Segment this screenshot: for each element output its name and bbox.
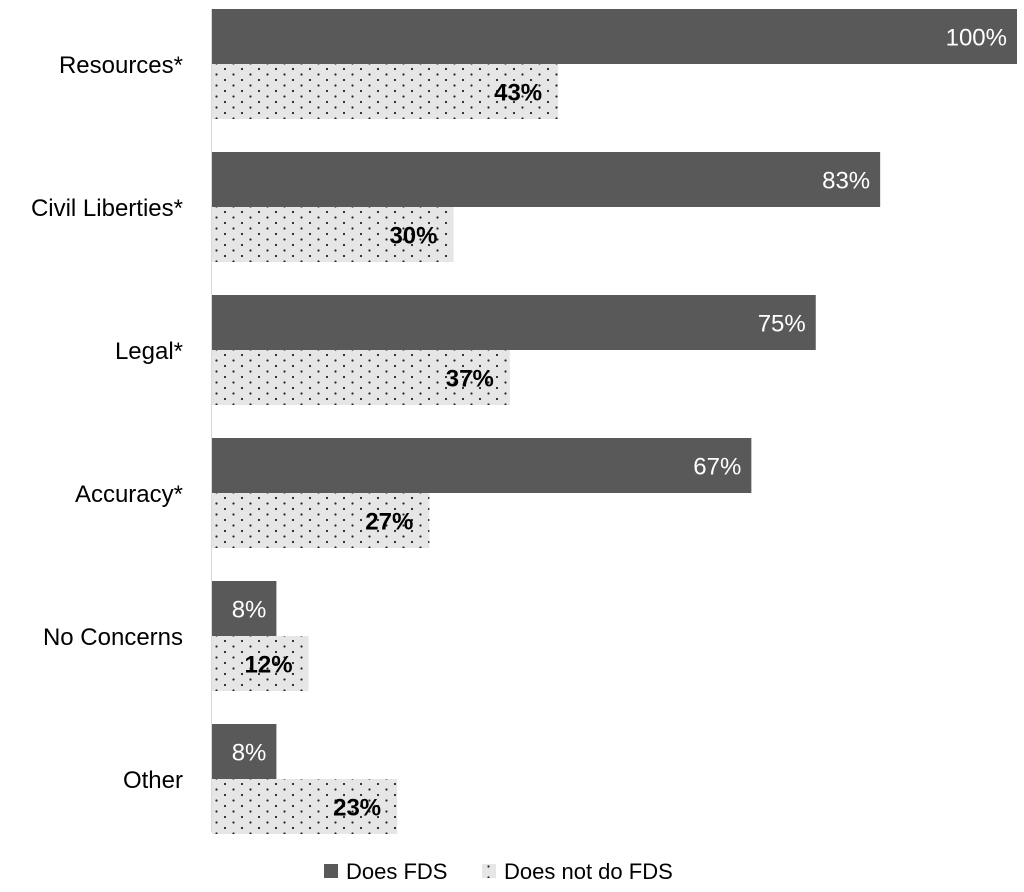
legend-swatch-does-not-do-fds bbox=[482, 864, 496, 878]
legend: Does FDS Does not do FDS bbox=[324, 859, 673, 884]
value-label-does-not-do-fds-3: 27% bbox=[365, 509, 413, 536]
bar-does-not-do-fds-2 bbox=[212, 350, 510, 405]
legend-label-does-not-do-fds: Does not do FDS bbox=[504, 859, 673, 884]
bar-does-not-do-fds-3 bbox=[212, 493, 430, 548]
value-label-does-fds-4: 8% bbox=[232, 597, 267, 624]
category-label-2: Legal* bbox=[115, 338, 183, 365]
bar-does-fds-1 bbox=[212, 152, 881, 207]
legend-label-does-fds: Does FDS bbox=[346, 859, 447, 884]
bar-does-fds-4 bbox=[212, 581, 277, 636]
category-label-5: Other bbox=[123, 767, 183, 794]
bar-does-fds-0 bbox=[212, 9, 1017, 64]
bar-does-fds-3 bbox=[212, 438, 752, 493]
category-label-1: Civil Liberties* bbox=[31, 195, 183, 222]
value-label-does-fds-5: 8% bbox=[232, 740, 267, 767]
bar-does-not-do-fds-5 bbox=[212, 779, 398, 834]
bar-does-fds-5 bbox=[212, 724, 277, 779]
bar-does-not-do-fds-4 bbox=[212, 636, 309, 691]
value-label-does-fds-2: 75% bbox=[758, 311, 806, 338]
value-label-does-not-do-fds-0: 43% bbox=[494, 80, 542, 107]
category-label-0: Resources* bbox=[59, 52, 183, 79]
bars-layer bbox=[211, 9, 1017, 834]
bar-does-not-do-fds-0 bbox=[212, 64, 559, 119]
value-label-does-fds-0: 100% bbox=[946, 25, 1007, 52]
value-label-does-not-do-fds-5: 23% bbox=[333, 795, 381, 822]
legend-swatch-does-fds bbox=[324, 864, 338, 878]
value-label-does-fds-1: 83% bbox=[822, 168, 870, 195]
category-label-3: Accuracy* bbox=[75, 481, 183, 508]
category-labels: Resources* Civil Liberties* Legal* Accuracy… bbox=[31, 52, 183, 794]
value-label-does-fds-3: 67% bbox=[693, 454, 741, 481]
value-labels: 100% 43% 83% 30% 75% 37% 67% 27% 8% 12% 8% 23% bbox=[232, 25, 1007, 822]
value-label-does-not-do-fds-4: 12% bbox=[245, 652, 293, 679]
bar-does-not-do-fds-1 bbox=[212, 207, 454, 262]
value-label-does-not-do-fds-2: 37% bbox=[446, 366, 494, 393]
bar-does-fds-2 bbox=[212, 295, 816, 350]
category-label-4: No Concerns bbox=[43, 624, 183, 651]
value-label-does-not-do-fds-1: 30% bbox=[389, 223, 437, 250]
